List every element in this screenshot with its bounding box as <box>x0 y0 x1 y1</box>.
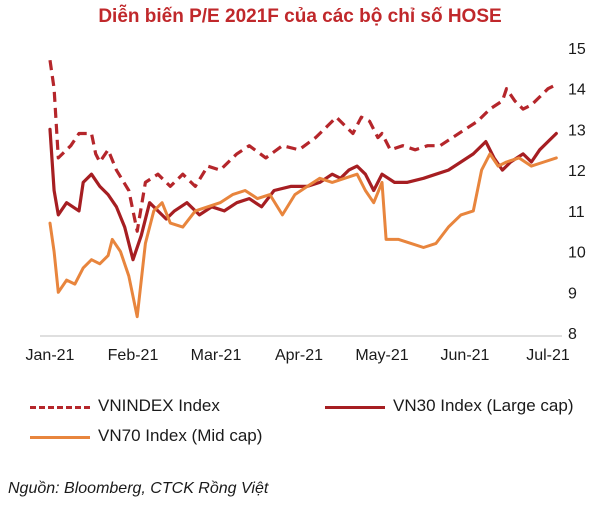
chart-title: Diễn biến P/E 2021F của các bộ chỉ số HO… <box>98 6 502 27</box>
series-line-vn30 <box>48 127 558 262</box>
y-tick-label: 10 <box>568 245 586 262</box>
y-tick-label: 15 <box>568 41 586 58</box>
y-tick-label: 14 <box>568 82 586 99</box>
series-line-vn70 <box>48 152 558 319</box>
legend-item-vnindex: VNINDEX Index <box>30 396 290 418</box>
legend-swatch-vn70 <box>30 436 90 439</box>
y-tick-label: 8 <box>568 326 577 343</box>
legend-label-vn30: VN30 Index (Large cap) <box>393 396 574 415</box>
x-tick-label: Jun-21 <box>441 347 490 364</box>
x-tick-label: Feb-21 <box>108 347 159 364</box>
x-tick-label: Jan-21 <box>26 347 75 364</box>
legend-swatch-vnindex <box>30 406 90 409</box>
y-tick-label: 11 <box>568 204 585 221</box>
y-tick-label: 12 <box>568 163 586 180</box>
x-tick-label: Mar-21 <box>191 347 242 364</box>
y-tick-label: 9 <box>568 285 577 302</box>
source-note: Nguồn: Bloomberg, CTCK Rồng Việt <box>8 480 269 497</box>
legend-item-vn30: VN30 Index (Large cap) <box>325 396 595 418</box>
legend-item-vn70: VN70 Index (Mid cap) <box>30 426 310 448</box>
legend-label-vn70: VN70 Index (Mid cap) <box>98 426 263 445</box>
x-tick-label: May-21 <box>355 347 408 364</box>
legend-label-vnindex: VNINDEX Index <box>98 396 220 415</box>
y-tick-label: 13 <box>568 122 586 139</box>
x-tick-label: Jul-21 <box>526 347 570 364</box>
x-tick-label: Apr-21 <box>275 347 323 364</box>
legend-swatch-vn30 <box>325 406 385 409</box>
